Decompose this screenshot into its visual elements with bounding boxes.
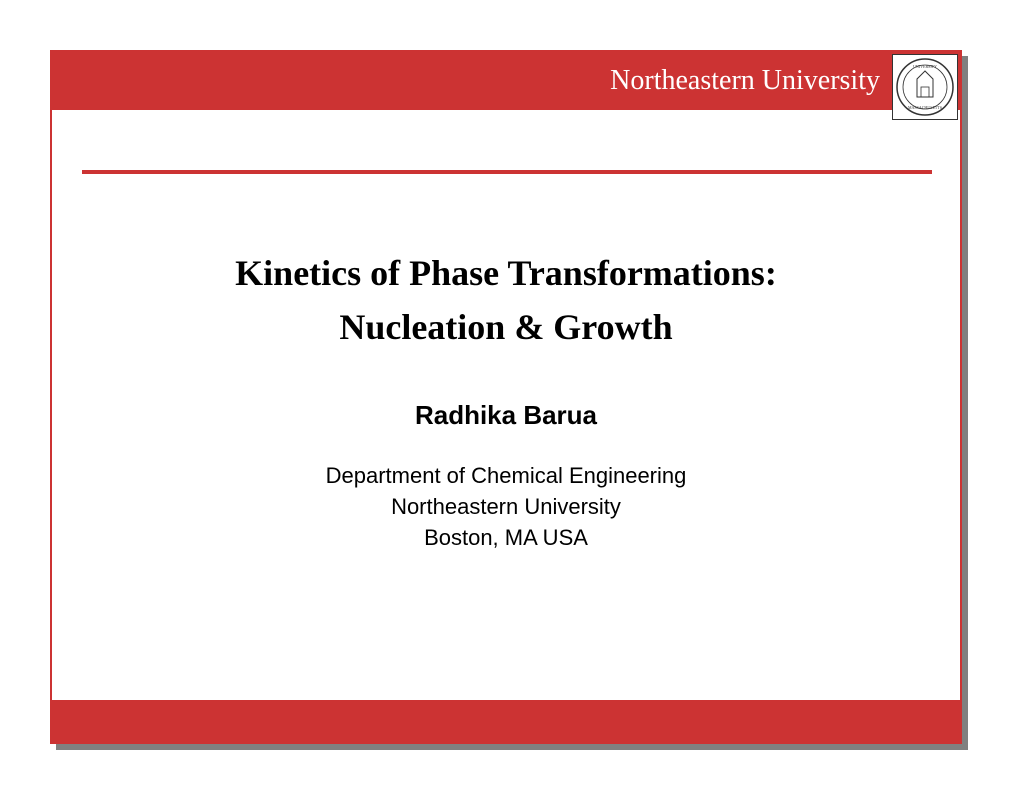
slide-container: Northeastern University UNIVERSITY MASSA… xyxy=(50,50,962,744)
svg-text:UNIVERSITY: UNIVERSITY xyxy=(913,64,937,69)
affiliation-block: Department of Chemical Engineering North… xyxy=(52,461,960,553)
slide-title-line2: Nucleation & Growth xyxy=(52,306,960,348)
affiliation-location: Boston, MA USA xyxy=(52,523,960,554)
footer-bar xyxy=(52,700,960,742)
affiliation-department: Department of Chemical Engineering xyxy=(52,461,960,492)
divider-line xyxy=(82,170,932,174)
svg-text:MASSACHUSETTS: MASSACHUSETTS xyxy=(908,105,942,110)
university-seal-icon: UNIVERSITY MASSACHUSETTS xyxy=(892,54,958,120)
header-bar: Northeastern University xyxy=(52,52,960,110)
slide-content: Kinetics of Phase Transformations: Nucle… xyxy=(52,252,960,553)
university-name: Northeastern University xyxy=(610,65,880,97)
slide-title-line1: Kinetics of Phase Transformations: xyxy=(52,252,960,294)
affiliation-university: Northeastern University xyxy=(52,492,960,523)
author-name: Radhika Barua xyxy=(52,400,960,431)
